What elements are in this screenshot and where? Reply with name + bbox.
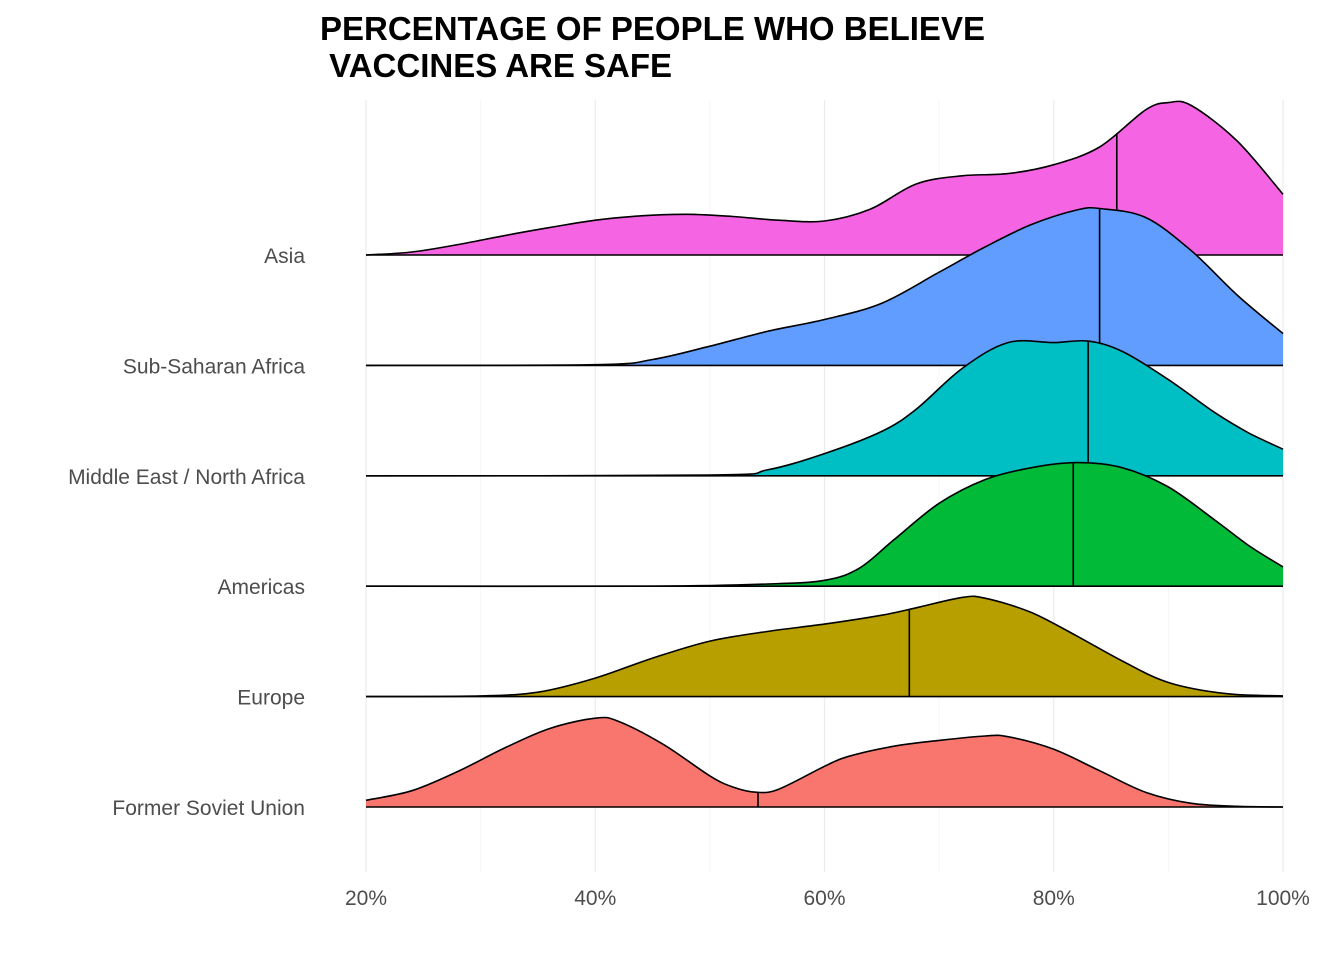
ridge-group (365, 595, 1284, 698)
category-labels: Former Soviet Union Europe Americas Middle … (68, 245, 305, 820)
chart-title-line: PERCENTAGE OF PEOPLE WHO BELIEVE (320, 10, 985, 47)
ridge-outline (365, 595, 1284, 698)
category-label: Americas (217, 576, 305, 599)
category-label: Asia (264, 245, 305, 268)
ridge-outline (365, 461, 1284, 588)
ridge-area (366, 717, 1283, 807)
ridge-area (366, 207, 1283, 366)
category-label: Former Soviet Union (112, 797, 305, 820)
ridge-area (366, 340, 1283, 476)
ridge-outline (365, 206, 1284, 367)
x-tick-label: 20% (345, 887, 387, 910)
ridge-outline (365, 339, 1284, 477)
category-label: Sub-Saharan Africa (123, 355, 305, 378)
ridges (365, 100, 1284, 808)
ridge-group (365, 716, 1284, 808)
ridge-area (366, 462, 1283, 587)
category-label: Europe (237, 687, 305, 710)
chart-title-line: VACCINES ARE SAFE (320, 47, 672, 84)
ridge-outline (365, 100, 1284, 256)
x-axis-tick-labels: 20% 40% 60% 80% 100% (345, 887, 1310, 910)
x-tick-label: 60% (803, 887, 845, 910)
x-tick-label: 100% (1256, 887, 1310, 910)
chart-title: PERCENTAGE OF PEOPLE WHO BELIEVE VACCINE… (320, 10, 985, 84)
category-label: Middle East / North Africa (68, 466, 305, 489)
ridge-outline (365, 716, 1284, 808)
x-tick-label: 40% (574, 887, 616, 910)
ridge-group (365, 461, 1284, 588)
ridge-area (366, 596, 1283, 697)
x-tick-label: 80% (1033, 887, 1075, 910)
